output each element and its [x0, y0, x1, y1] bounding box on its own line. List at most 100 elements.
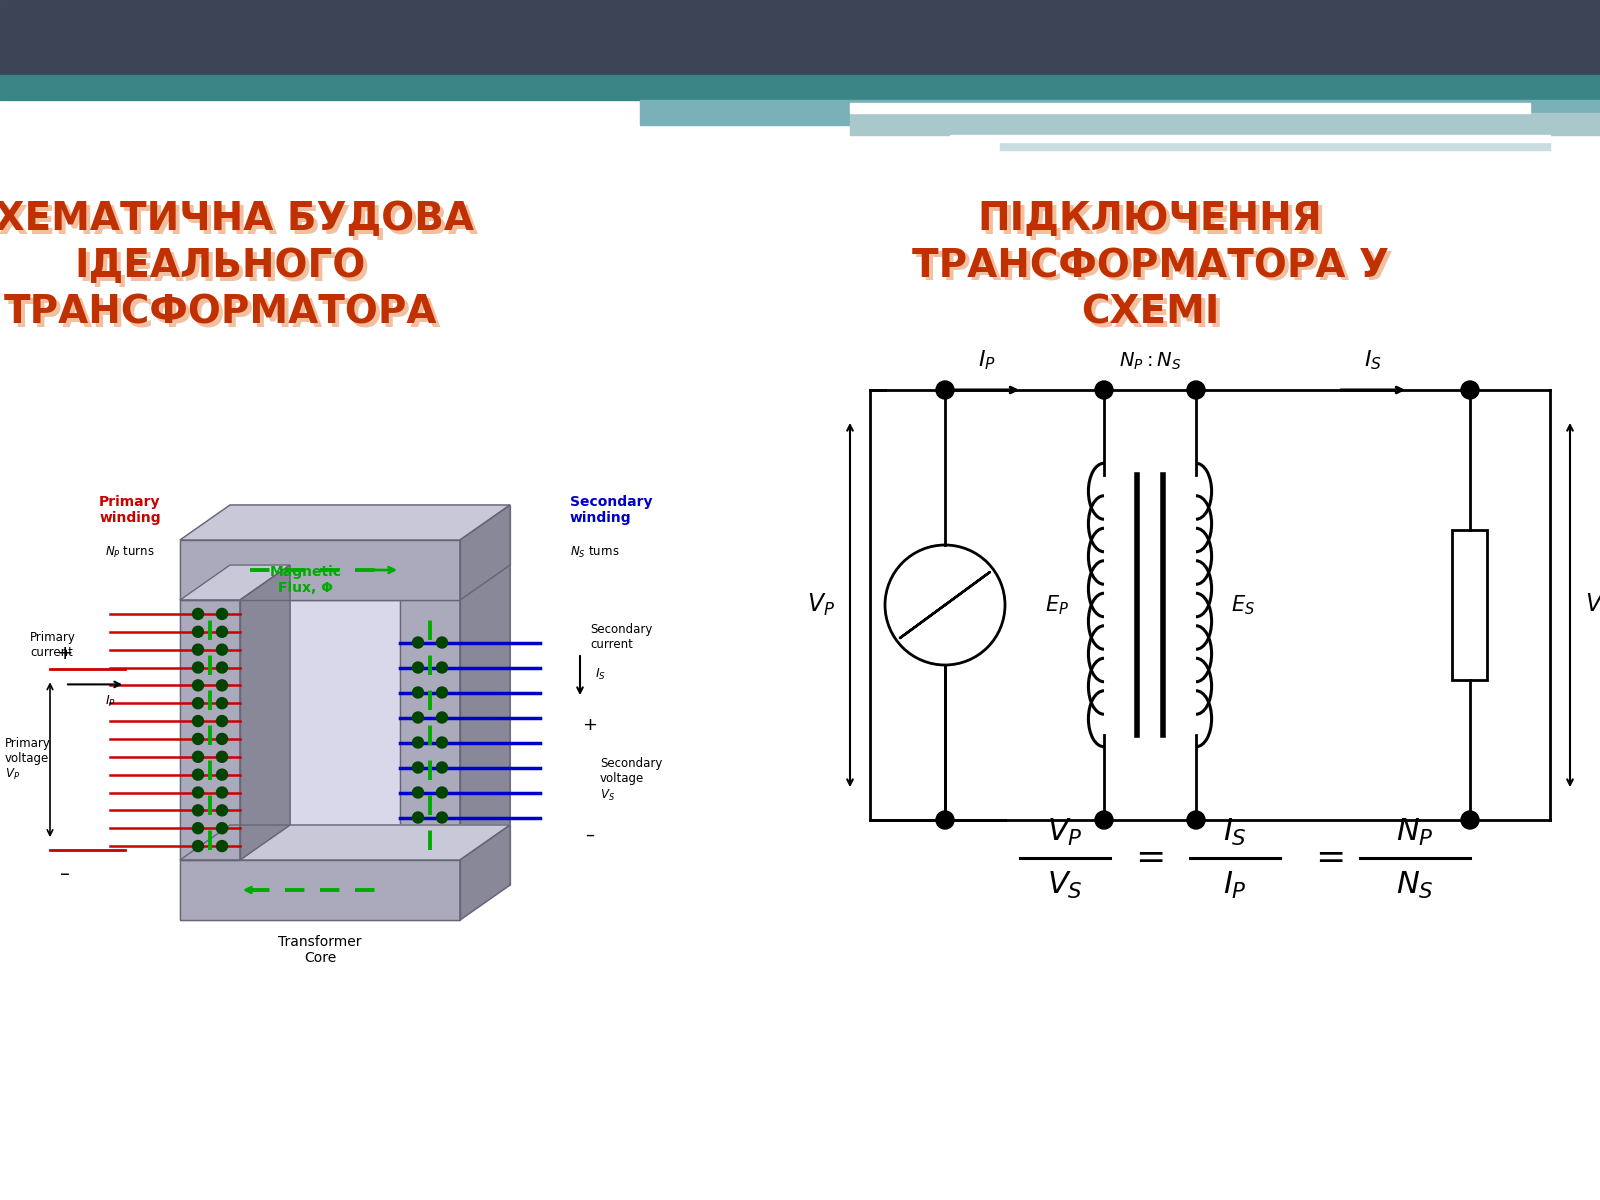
Circle shape: [413, 686, 424, 698]
Circle shape: [216, 769, 227, 780]
Circle shape: [216, 644, 227, 655]
Circle shape: [437, 762, 448, 773]
Circle shape: [413, 712, 424, 722]
Circle shape: [936, 811, 954, 829]
Text: $V_P$: $V_P$: [806, 592, 835, 618]
Circle shape: [437, 787, 448, 798]
Polygon shape: [179, 565, 290, 600]
Circle shape: [413, 787, 424, 798]
Circle shape: [1187, 811, 1205, 829]
Circle shape: [216, 840, 227, 852]
Circle shape: [192, 787, 203, 798]
Text: $I_S$: $I_S$: [1365, 348, 1382, 372]
Polygon shape: [400, 600, 461, 860]
Circle shape: [192, 644, 203, 655]
Text: ПІДКЛЮЧЕННЯ
ТРАНСФОРМАТОРА У
СХЕМІ: ПІДКЛЮЧЕННЯ ТРАНСФОРМАТОРА У СХЕМІ: [915, 204, 1392, 336]
Text: $I_S$: $I_S$: [1222, 817, 1246, 848]
Text: Primary
current: Primary current: [30, 631, 75, 659]
Polygon shape: [179, 540, 461, 600]
Circle shape: [216, 733, 227, 744]
Polygon shape: [240, 600, 461, 860]
Text: Primary
winding: Primary winding: [99, 494, 162, 526]
Polygon shape: [400, 565, 510, 600]
Text: Secondary
voltage
$V_S$: Secondary voltage $V_S$: [600, 757, 662, 803]
Circle shape: [437, 637, 448, 648]
Circle shape: [437, 812, 448, 823]
Text: $I_P$: $I_P$: [106, 694, 115, 708]
Text: $V_S$: $V_S$: [1586, 592, 1600, 618]
Bar: [850, 113, 1600, 134]
Circle shape: [192, 697, 203, 709]
Text: СХЕМАТИЧНА БУДОВА
ІДЕАЛЬНОГО
ТРАНСФОРМАТОРА: СХЕМАТИЧНА БУДОВА ІДЕАЛЬНОГО ТРАНСФОРМАТ…: [0, 204, 478, 336]
Polygon shape: [179, 600, 240, 860]
Circle shape: [413, 737, 424, 748]
Text: ПІДКЛЮЧЕННЯ
ТРАНСФОРМАТОРА У
СХЕМІ: ПІДКЛЮЧЕННЯ ТРАНСФОРМАТОРА У СХЕМІ: [912, 200, 1389, 332]
Circle shape: [216, 751, 227, 762]
Bar: [0, 74, 1600, 100]
Circle shape: [936, 382, 954, 398]
Polygon shape: [240, 565, 290, 860]
Circle shape: [1094, 382, 1114, 398]
Text: $N_P$: $N_P$: [1397, 817, 1434, 848]
Circle shape: [413, 762, 424, 773]
Circle shape: [216, 608, 227, 619]
Circle shape: [192, 840, 203, 852]
Text: $E_S$: $E_S$: [1230, 593, 1254, 617]
Circle shape: [1094, 811, 1114, 829]
Polygon shape: [230, 505, 510, 565]
Polygon shape: [179, 860, 461, 920]
Circle shape: [192, 823, 203, 834]
Circle shape: [192, 608, 203, 619]
Circle shape: [192, 626, 203, 637]
Text: Primary
voltage
$V_P$: Primary voltage $V_P$: [5, 737, 51, 782]
Text: =: =: [1134, 841, 1165, 875]
Bar: [950, 134, 1550, 142]
Circle shape: [216, 805, 227, 816]
Text: Secondary
winding: Secondary winding: [570, 494, 653, 526]
Circle shape: [192, 751, 203, 762]
Circle shape: [413, 637, 424, 648]
Text: $E_P$: $E_P$: [1045, 593, 1069, 617]
Text: +: +: [56, 644, 74, 664]
Circle shape: [437, 686, 448, 698]
Text: $N_S$: $N_S$: [1397, 870, 1434, 901]
Circle shape: [192, 715, 203, 726]
Text: $N_P : N_S$: $N_P : N_S$: [1118, 350, 1181, 372]
Bar: [1000, 140, 1550, 150]
Circle shape: [1461, 811, 1478, 829]
Text: $V_S$: $V_S$: [1046, 870, 1083, 901]
Circle shape: [192, 769, 203, 780]
Polygon shape: [230, 826, 510, 886]
Text: СХЕМАТИЧНА БУДОВА
ІДЕАЛЬНОГО
ТРАНСФОРМАТОРА: СХЕМАТИЧНА БУДОВА ІДЕАЛЬНОГО ТРАНСФОРМАТ…: [0, 200, 474, 332]
Circle shape: [216, 823, 227, 834]
Text: $N_P$ turns: $N_P$ turns: [106, 545, 155, 560]
Polygon shape: [230, 505, 290, 886]
Circle shape: [192, 733, 203, 744]
Circle shape: [1187, 382, 1205, 398]
Text: –: –: [586, 826, 595, 844]
Text: $N_S$ turns: $N_S$ turns: [570, 545, 619, 560]
Circle shape: [192, 680, 203, 691]
Text: $I_S$: $I_S$: [595, 667, 606, 682]
Circle shape: [216, 662, 227, 673]
Circle shape: [413, 662, 424, 673]
Circle shape: [216, 680, 227, 691]
Circle shape: [192, 805, 203, 816]
Bar: [1453, 530, 1488, 680]
Text: Magnetic
Flux, Φ: Magnetic Flux, Φ: [270, 565, 342, 595]
Circle shape: [216, 715, 227, 726]
Text: –: –: [61, 865, 70, 884]
Polygon shape: [179, 826, 510, 860]
Polygon shape: [461, 505, 510, 600]
Circle shape: [437, 662, 448, 673]
Circle shape: [216, 626, 227, 637]
Bar: [850, 103, 1530, 113]
Text: $I_P$: $I_P$: [1222, 870, 1246, 901]
Text: =: =: [1315, 841, 1346, 875]
Polygon shape: [461, 565, 510, 860]
Polygon shape: [179, 505, 510, 540]
Polygon shape: [461, 826, 510, 920]
Text: +: +: [582, 716, 597, 734]
Circle shape: [216, 787, 227, 798]
Circle shape: [216, 697, 227, 709]
